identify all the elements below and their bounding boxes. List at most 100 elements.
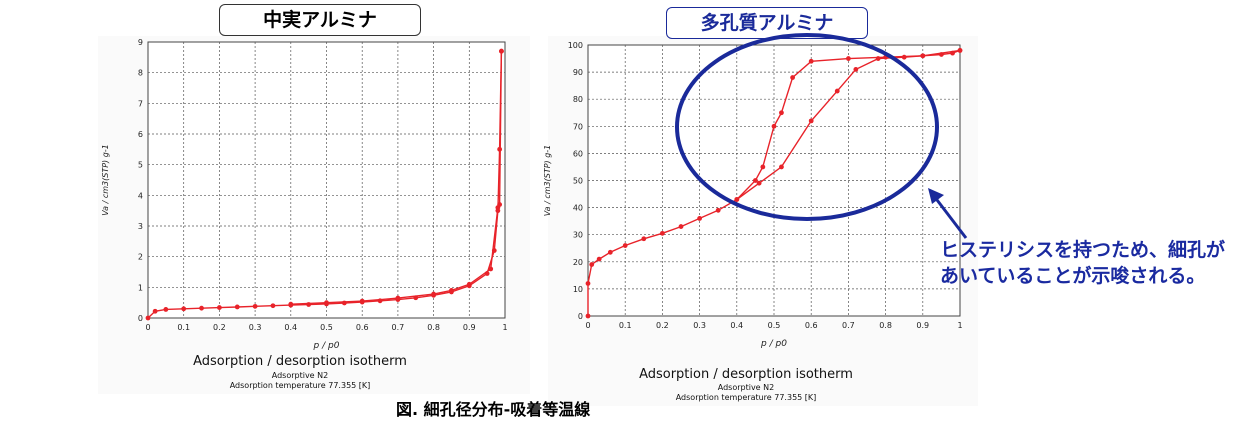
data-point <box>808 58 814 64</box>
data-point <box>359 298 365 304</box>
x-tick-label: 0.4 <box>284 323 297 332</box>
y-tick-label: 0 <box>578 312 583 321</box>
data-point <box>697 216 702 221</box>
data-point <box>622 243 628 248</box>
chart-1: 0 0.1 0.2 0.3 0.4 0.5 0.6 0.7 0.8 0.9 1 0 1 2 3 4 5 6 7 8 9 p… <box>101 38 508 351</box>
right-sample-label: 多孔質アルミナ <box>666 7 868 39</box>
y-tick-label: 60 <box>573 149 583 158</box>
data-point <box>920 53 926 59</box>
data-point <box>466 281 472 287</box>
x-tick-label: 0.3 <box>693 321 706 330</box>
x-tick-label: 0.6 <box>356 323 369 332</box>
y-tick-label: 20 <box>573 258 583 267</box>
data-point <box>753 178 758 183</box>
y-tick-label: 70 <box>573 122 583 131</box>
x-tick-label: 1 <box>502 323 507 332</box>
data-point <box>596 256 602 262</box>
data-point <box>957 48 963 53</box>
x-axis-label: p / p0 <box>760 339 787 349</box>
x-tick-label: 0.9 <box>463 323 476 332</box>
y-tick-label: 5 <box>138 161 143 170</box>
y-axis-label: Va / cm3(STP) g-1 <box>101 144 110 216</box>
data-point <box>499 48 504 54</box>
left-chart-title: Adsorption / desorption isotherm <box>193 354 407 369</box>
x-tick-label: 0.7 <box>842 321 855 330</box>
figure-caption: 図. 細孔径分布-吸着等温線 <box>396 400 591 419</box>
data-point <box>395 295 401 301</box>
x-tick-label: 0.8 <box>427 323 440 332</box>
x-tick-label: 0.5 <box>768 321 781 330</box>
data-point <box>288 301 294 307</box>
data-point <box>324 300 329 306</box>
x-tick-label: 0.2 <box>656 321 669 330</box>
data-point <box>252 303 258 309</box>
y-tick-label: 2 <box>138 253 143 262</box>
y-tick-label: 80 <box>573 95 583 104</box>
data-point <box>270 303 276 309</box>
data-point <box>834 88 840 94</box>
y-tick-label: 30 <box>573 231 583 240</box>
x-tick-label: 0.3 <box>249 323 262 332</box>
data-point <box>678 224 684 229</box>
x-tick-label: 0.1 <box>619 321 632 330</box>
x-tick-label: 0.5 <box>320 323 333 332</box>
data-point <box>449 288 454 293</box>
left-chart-subtitle-1: Adsorptive N2 <box>271 371 329 380</box>
data-point <box>808 118 814 124</box>
y-tick-label: 3 <box>138 222 143 231</box>
data-point <box>641 236 647 242</box>
x-tick-label: 0.9 <box>916 321 929 330</box>
x-tick-label: 1 <box>957 321 962 330</box>
data-point <box>234 304 240 310</box>
left-sample-label: 中実アルミナ <box>219 4 421 36</box>
y-tick-label: 10 <box>573 285 583 294</box>
data-point <box>607 249 613 255</box>
data-point <box>589 262 595 267</box>
annotation-arrow-line <box>932 195 968 239</box>
x-tick-label: 0.7 <box>392 323 405 332</box>
left-chart-subtitle-2: Adsorption temperature 77.355 [K] <box>229 381 371 390</box>
y-tick-label: 100 <box>568 41 583 50</box>
x-tick-label: 0.4 <box>730 321 743 330</box>
data-point <box>760 164 766 170</box>
hysteresis-note: ヒステリシスを持つため、細孔があいていることが示唆される。 <box>940 239 1226 287</box>
data-point <box>779 164 784 170</box>
data-point <box>431 291 436 297</box>
x-tick-label: 0.6 <box>805 321 818 330</box>
y-tick-label: 7 <box>138 99 143 108</box>
data-point <box>181 306 187 312</box>
data-point <box>756 180 762 186</box>
data-point <box>488 266 494 272</box>
y-axis-label: Va / cm3(STP) g-1 <box>543 145 552 217</box>
y-tick-label: 50 <box>573 177 583 186</box>
y-tick-label: 6 <box>138 130 143 139</box>
y-tick-label: 1 <box>138 283 143 292</box>
data-point <box>145 315 151 321</box>
x-tick-label: 0.1 <box>177 323 190 332</box>
data-point <box>495 205 501 211</box>
data-point <box>217 305 222 310</box>
data-point <box>585 313 591 319</box>
x-tick-label: 0.8 <box>879 321 892 330</box>
right-chart-subtitle-2: Adsorption temperature 77.355 [K] <box>675 393 817 402</box>
data-point <box>846 56 851 61</box>
x-tick-label: 0 <box>145 323 150 332</box>
data-point <box>715 207 721 213</box>
y-tick-label: 4 <box>138 191 143 200</box>
x-tick-label: 0.2 <box>213 323 226 332</box>
data-point <box>152 308 158 314</box>
data-point <box>779 110 784 116</box>
data-point <box>771 123 777 129</box>
data-point <box>163 307 169 312</box>
annotation-arrow-head <box>928 188 944 204</box>
data-point <box>199 305 204 311</box>
data-point <box>790 75 795 80</box>
data-point <box>734 197 740 202</box>
y-tick-label: 40 <box>573 204 583 213</box>
y-tick-label: 0 <box>138 314 143 323</box>
right-chart-subtitle-1: Adsorptive N2 <box>717 383 775 392</box>
right-chart-title: Adsorption / desorption isotherm <box>639 367 853 382</box>
data-point <box>585 281 591 286</box>
y-tick-label: 8 <box>138 69 143 78</box>
